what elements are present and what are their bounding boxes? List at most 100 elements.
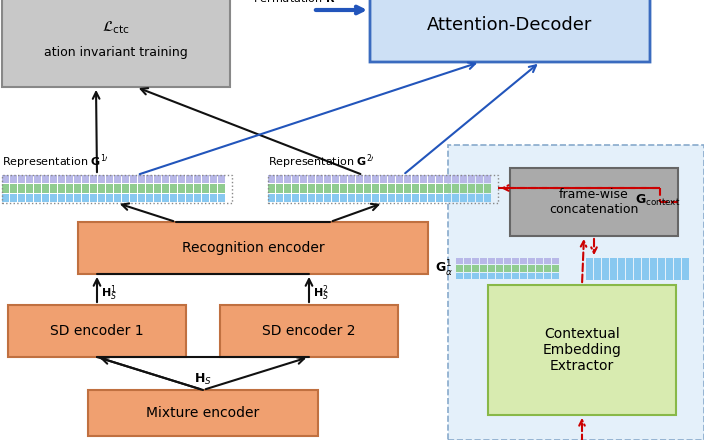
Bar (66, 175, 73, 183)
FancyBboxPatch shape (488, 285, 676, 415)
Bar (268, 175, 498, 203)
Bar (122, 184, 129, 193)
Bar (380, 194, 387, 202)
Bar (484, 184, 491, 193)
Bar (544, 265, 551, 271)
Bar (428, 184, 435, 193)
Bar (544, 258, 551, 264)
FancyBboxPatch shape (370, 0, 650, 62)
Bar (292, 184, 299, 193)
Bar (396, 184, 403, 193)
Bar (50, 194, 57, 202)
Bar (50, 175, 57, 183)
Bar (130, 175, 137, 183)
Bar (74, 184, 81, 193)
Bar (218, 194, 225, 202)
Bar (146, 175, 153, 183)
Bar (396, 194, 403, 202)
Bar (98, 194, 105, 202)
Bar (186, 184, 193, 193)
Bar (536, 273, 543, 279)
Bar (488, 258, 495, 264)
Bar (138, 175, 145, 183)
Bar (194, 175, 201, 183)
Bar (552, 273, 559, 279)
Bar (18, 175, 25, 183)
Bar (18, 194, 25, 202)
Bar (666, 258, 673, 280)
Bar (476, 175, 483, 183)
Bar (372, 194, 379, 202)
Bar (468, 194, 475, 202)
Bar (428, 194, 435, 202)
Bar (202, 184, 209, 193)
Bar (476, 194, 483, 202)
Bar (634, 258, 641, 280)
Bar (448, 145, 704, 440)
Bar (388, 184, 395, 193)
Bar (340, 194, 347, 202)
Bar (356, 184, 363, 193)
Bar (162, 184, 169, 193)
Bar (122, 175, 129, 183)
Bar (316, 194, 323, 202)
FancyBboxPatch shape (78, 222, 428, 274)
Bar (178, 194, 185, 202)
Bar (178, 175, 185, 183)
Bar (472, 273, 479, 279)
Bar (146, 194, 153, 202)
Bar (308, 194, 315, 202)
Bar (162, 194, 169, 202)
Bar (484, 175, 491, 183)
Bar (90, 184, 97, 193)
Bar (332, 194, 339, 202)
Bar (210, 194, 217, 202)
Bar (218, 184, 225, 193)
Bar (372, 175, 379, 183)
Bar (488, 265, 495, 271)
Bar (26, 194, 33, 202)
Text: $\mathbf{H}_S^1$: $\mathbf{H}_S^1$ (101, 283, 117, 303)
Bar (436, 175, 443, 183)
Bar (552, 265, 559, 271)
Bar (276, 184, 283, 193)
Bar (536, 258, 543, 264)
Bar (210, 184, 217, 193)
Bar (452, 175, 459, 183)
Bar (488, 273, 495, 279)
Bar (284, 184, 291, 193)
Bar (26, 184, 33, 193)
Text: frame-wise
concatenation: frame-wise concatenation (549, 188, 639, 216)
Bar (316, 184, 323, 193)
Text: SD encoder 2: SD encoder 2 (263, 324, 356, 338)
Bar (480, 258, 487, 264)
Bar (420, 184, 427, 193)
Text: SD encoder 1: SD encoder 1 (50, 324, 144, 338)
FancyBboxPatch shape (8, 305, 186, 357)
Bar (186, 175, 193, 183)
Bar (268, 184, 275, 193)
Bar (356, 175, 363, 183)
Bar (114, 184, 121, 193)
Bar (58, 184, 65, 193)
Bar (42, 184, 49, 193)
Text: Mixture encoder: Mixture encoder (146, 406, 260, 420)
Bar (472, 265, 479, 271)
Bar (404, 184, 411, 193)
Bar (618, 258, 625, 280)
Bar (10, 194, 17, 202)
Bar (496, 273, 503, 279)
Bar (650, 258, 657, 280)
Bar (380, 175, 387, 183)
Bar (324, 184, 331, 193)
Bar (66, 194, 73, 202)
Bar (98, 175, 105, 183)
Bar (456, 273, 463, 279)
Text: $\mathbf{G}_{\alpha}^{1}$: $\mathbf{G}_{\alpha}^{1}$ (435, 259, 453, 279)
Bar (170, 194, 177, 202)
Bar (380, 184, 387, 193)
Bar (2, 175, 9, 183)
Bar (484, 194, 491, 202)
Bar (412, 175, 419, 183)
Bar (396, 175, 403, 183)
